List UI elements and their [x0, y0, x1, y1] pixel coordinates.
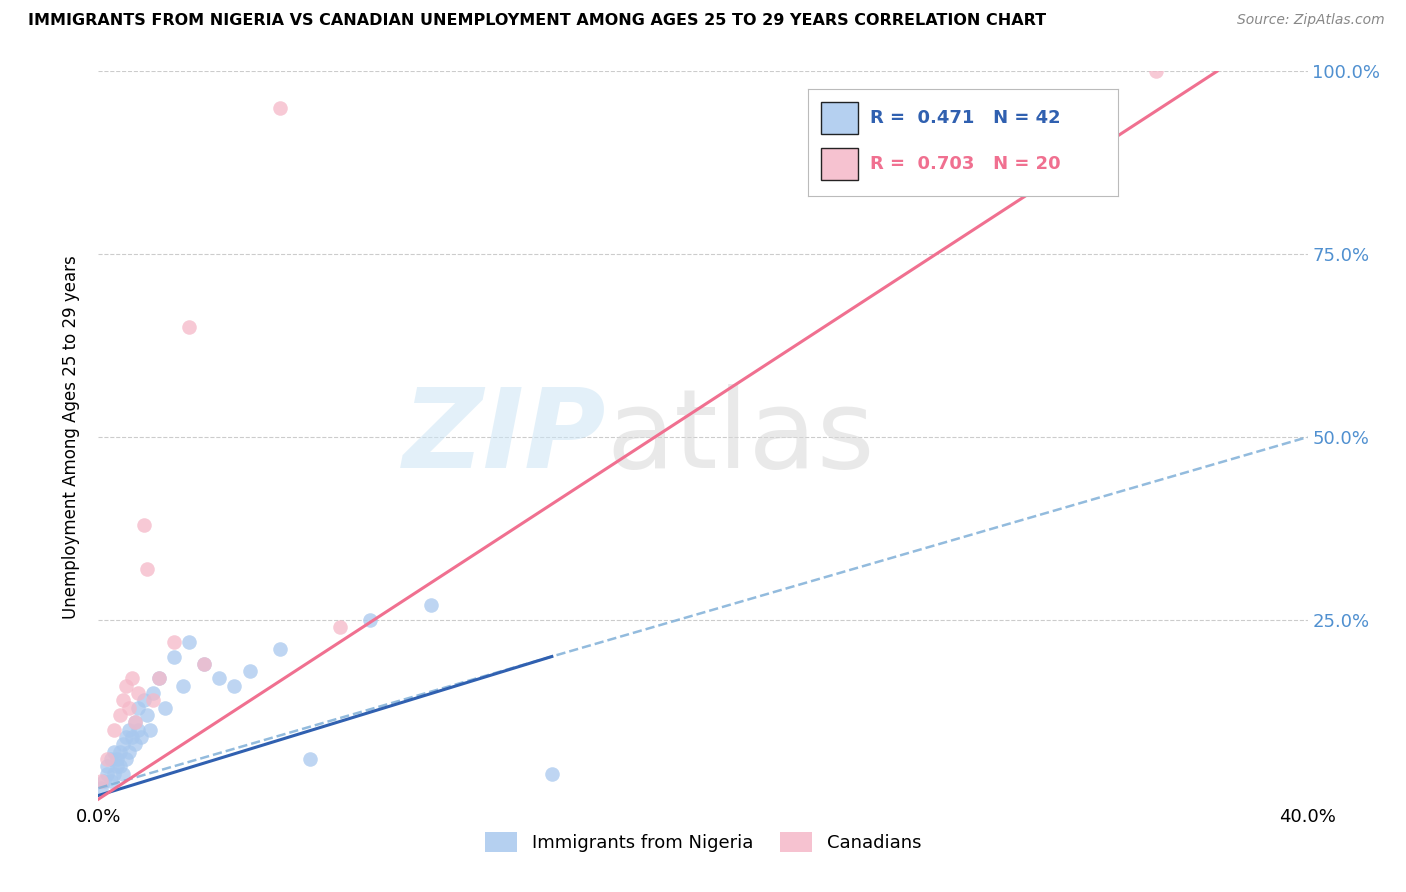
Point	[124, 715, 146, 730]
Point	[114, 679, 136, 693]
Point	[179, 320, 201, 334]
Point	[129, 730, 152, 744]
Point	[96, 759, 118, 773]
Point	[127, 686, 149, 700]
Y-axis label: Unemployment Among Ages 25 to 29 years: Unemployment Among Ages 25 to 29 years	[62, 255, 80, 619]
Point	[121, 730, 143, 744]
Point	[118, 723, 141, 737]
Point	[124, 737, 146, 751]
Point	[132, 517, 155, 532]
Point	[103, 723, 125, 737]
Point	[103, 745, 125, 759]
Point	[90, 773, 112, 788]
Text: ZIP: ZIP	[402, 384, 606, 491]
Text: atlas: atlas	[606, 384, 875, 491]
Point	[172, 679, 194, 693]
Point	[224, 679, 246, 693]
Point	[142, 693, 165, 707]
Legend: Immigrants from Nigeria, Canadians: Immigrants from Nigeria, Canadians	[478, 825, 928, 860]
Text: R =  0.471   N = 42: R = 0.471 N = 42	[870, 109, 1062, 127]
Point	[208, 672, 231, 686]
Point	[93, 773, 115, 788]
Point	[124, 715, 146, 730]
Point	[420, 599, 443, 613]
Point	[100, 752, 122, 766]
Point	[121, 672, 143, 686]
Point	[100, 773, 122, 788]
Point	[96, 766, 118, 780]
Point	[179, 635, 201, 649]
Point	[114, 752, 136, 766]
Point	[96, 752, 118, 766]
Point	[135, 708, 157, 723]
Point	[118, 700, 141, 714]
Point	[193, 657, 215, 671]
Point	[540, 766, 562, 780]
Point	[360, 613, 382, 627]
Text: R =  0.703   N = 20: R = 0.703 N = 20	[870, 155, 1062, 173]
Point	[114, 730, 136, 744]
Point	[1144, 64, 1167, 78]
Point	[135, 562, 157, 576]
Point	[105, 759, 128, 773]
Point	[193, 657, 215, 671]
Point	[132, 693, 155, 707]
Point	[153, 700, 176, 714]
FancyBboxPatch shape	[821, 148, 858, 180]
Point	[127, 723, 149, 737]
Point	[111, 766, 134, 780]
Point	[329, 620, 352, 634]
Point	[108, 708, 131, 723]
Point	[118, 745, 141, 759]
Point	[139, 723, 162, 737]
Text: IMMIGRANTS FROM NIGERIA VS CANADIAN UNEMPLOYMENT AMONG AGES 25 TO 29 YEARS CORRE: IMMIGRANTS FROM NIGERIA VS CANADIAN UNEM…	[28, 13, 1046, 29]
Text: Source: ZipAtlas.com: Source: ZipAtlas.com	[1237, 13, 1385, 28]
Point	[163, 649, 186, 664]
Point	[239, 664, 262, 678]
Point	[108, 745, 131, 759]
FancyBboxPatch shape	[821, 102, 858, 134]
Point	[299, 752, 322, 766]
Point	[148, 672, 170, 686]
Point	[108, 759, 131, 773]
Point	[111, 737, 134, 751]
Point	[269, 642, 291, 657]
Point	[127, 700, 149, 714]
Point	[111, 693, 134, 707]
Point	[148, 672, 170, 686]
Point	[269, 101, 291, 115]
Point	[163, 635, 186, 649]
Point	[142, 686, 165, 700]
Point	[103, 766, 125, 780]
Point	[105, 752, 128, 766]
Point	[90, 781, 112, 796]
